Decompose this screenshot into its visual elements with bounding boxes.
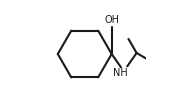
Text: NH: NH <box>113 68 128 78</box>
Text: OH: OH <box>104 15 119 25</box>
